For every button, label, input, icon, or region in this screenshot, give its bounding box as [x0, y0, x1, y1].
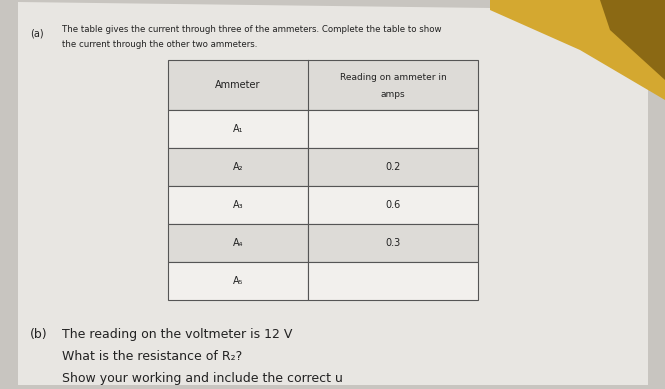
Text: A₅: A₅	[233, 276, 243, 286]
Bar	[308, 262, 478, 300]
Bar	[308, 224, 478, 262]
Text: 0.6: 0.6	[386, 200, 400, 210]
Text: The reading on the voltmeter is 12 V: The reading on the voltmeter is 12 V	[62, 328, 293, 341]
Text: A₄: A₄	[233, 238, 243, 248]
Bar	[308, 186, 478, 224]
Polygon shape	[600, 0, 665, 80]
Bar	[168, 224, 308, 262]
Text: A₂: A₂	[233, 162, 243, 172]
Bar	[168, 262, 308, 300]
Bar	[308, 110, 478, 148]
Bar	[168, 110, 308, 148]
Polygon shape	[490, 0, 665, 100]
Text: Reading on ammeter in: Reading on ammeter in	[340, 73, 446, 82]
Text: amps: amps	[380, 89, 405, 98]
Text: A₁: A₁	[233, 124, 243, 134]
Text: What is the resistance of R₂?: What is the resistance of R₂?	[62, 350, 242, 363]
Text: 0.2: 0.2	[385, 162, 401, 172]
Text: The table gives the current through three of the ammeters. Complete the table to: The table gives the current through thre…	[62, 25, 442, 34]
Text: Ammeter: Ammeter	[215, 80, 261, 90]
Text: the current through the other two ammeters.: the current through the other two ammete…	[62, 40, 257, 49]
Bar	[168, 148, 308, 186]
Bar	[168, 60, 478, 110]
Bar	[168, 186, 308, 224]
Text: Show your working and include the correct u: Show your working and include the correc…	[62, 372, 343, 385]
Bar	[308, 148, 478, 186]
Polygon shape	[18, 2, 648, 385]
Text: A₃: A₃	[233, 200, 243, 210]
Text: (a): (a)	[30, 28, 44, 38]
Text: (b): (b)	[30, 328, 48, 341]
Text: 0.3: 0.3	[386, 238, 400, 248]
